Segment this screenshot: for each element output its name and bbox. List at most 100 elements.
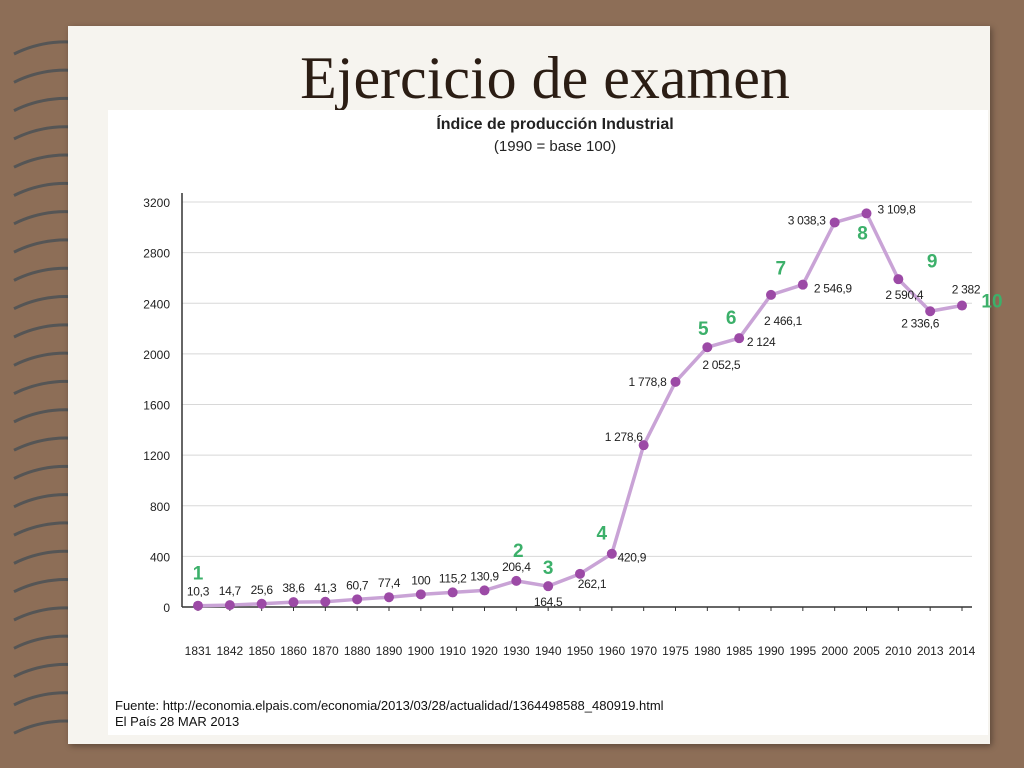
source-url: Fuente: http://economia.elpais.com/econo… [115,698,664,713]
data-point [861,208,872,219]
data-label: 115,2 [439,571,467,585]
x-tick-label: 1990 [758,644,785,658]
x-tick-label: 1920 [471,644,498,658]
x-tick-label: 2014 [949,644,976,658]
x-tick-label: 1940 [535,644,562,658]
data-point [415,589,426,600]
data-label: 2 336,6 [901,316,940,330]
x-tick-label: 1950 [567,644,594,658]
data-label: 77,4 [378,576,401,590]
data-point [638,440,649,451]
data-point [702,342,713,353]
data-label: 10,3 [187,585,210,599]
data-point [384,592,394,603]
data-point [193,600,203,611]
data-point [447,587,458,598]
x-tick-label: 2005 [853,644,880,658]
annotation-number: 1 [193,564,204,585]
annotation-number: 2 [513,541,524,562]
data-point [957,300,967,311]
data-label: 2 590,4 [885,288,924,302]
data-label: 2 052,5 [702,358,741,372]
data-point [543,581,554,592]
x-tick-label: 2013 [917,644,944,658]
data-label: 25,6 [251,583,274,597]
data-label: 100 [411,573,431,587]
data-label: 1 278,6 [605,430,644,444]
data-point [288,597,299,608]
x-tick-label: 1850 [248,644,275,658]
data-point [766,289,776,300]
x-tick-label: 1930 [503,644,530,658]
data-label: 60,7 [346,578,369,592]
chart-title: Índice de producción Industrial [436,116,674,133]
annotation-number: 10 [981,292,1002,313]
data-point [352,594,363,605]
data-label: 1 778,8 [629,375,668,389]
annotation-number: 9 [927,251,938,272]
data-point [224,600,235,611]
chart-card [108,110,988,735]
data-label: 420,9 [618,551,647,565]
y-tick-label: 800 [150,500,170,514]
data-point [893,274,904,285]
x-tick-label: 1995 [789,644,816,658]
x-tick-label: 1860 [280,644,307,658]
data-label: 14,7 [219,584,242,598]
data-label: 262,1 [578,577,607,591]
data-label: 38,6 [282,581,305,595]
y-tick-label: 400 [150,550,170,564]
source-citation: Fuente: http://economia.elpais.com/econo… [115,698,664,730]
data-label: 164,5 [534,595,563,609]
y-tick-label: 2000 [143,348,170,362]
y-tick-label: 2400 [143,297,170,311]
x-tick-label: 2010 [885,644,912,658]
x-tick-label: 1910 [439,644,466,658]
data-point [256,598,267,609]
x-tick-label: 1831 [185,644,212,658]
x-tick-label: 1960 [598,644,625,658]
x-tick-label: 1980 [694,644,721,658]
x-tick-label: 1870 [312,644,339,658]
data-point [606,548,617,559]
data-point [320,596,331,607]
y-tick-label: 2800 [143,247,170,261]
annotation-number: 6 [726,308,737,329]
data-point [797,279,808,290]
x-tick-label: 1890 [376,644,403,658]
x-tick-label: 1970 [630,644,657,658]
source-date: El País 28 MAR 2013 [115,714,240,729]
data-point [925,306,936,317]
y-tick-label: 1200 [143,449,170,463]
annotation-number: 3 [543,558,554,579]
slide-title: Ejercicio de examen [300,45,790,111]
series-line [197,211,963,608]
data-point [829,217,840,228]
x-tick-label: 1985 [726,644,753,658]
y-tick-label: 3200 [143,196,170,210]
data-label: 3 038,3 [788,213,827,227]
x-tick-label: 1975 [662,644,689,658]
data-label: 206,4 [502,560,531,574]
data-label: 130,9 [470,569,499,583]
annotation-number: 7 [776,259,787,280]
data-label: 2 382 [952,283,981,297]
annotation-number: 5 [698,319,709,340]
y-tick-label: 0 [163,601,170,615]
x-tick-label: 1880 [344,644,371,658]
x-tick-label: 1842 [216,644,243,658]
data-label: 3 109,8 [878,202,917,216]
data-point [575,568,585,579]
data-point [511,575,522,586]
data-point [670,376,681,387]
annotation-number: 4 [597,524,608,545]
data-point [734,333,745,344]
data-label: 2 466,1 [764,314,803,328]
chart-subtitle: (1990 = base 100) [493,138,617,155]
x-tick-label: 2000 [821,644,848,658]
data-point [479,585,490,596]
y-tick-label: 1600 [143,399,170,413]
data-label: 2 124 [747,335,776,349]
annotation-number: 8 [857,223,868,244]
